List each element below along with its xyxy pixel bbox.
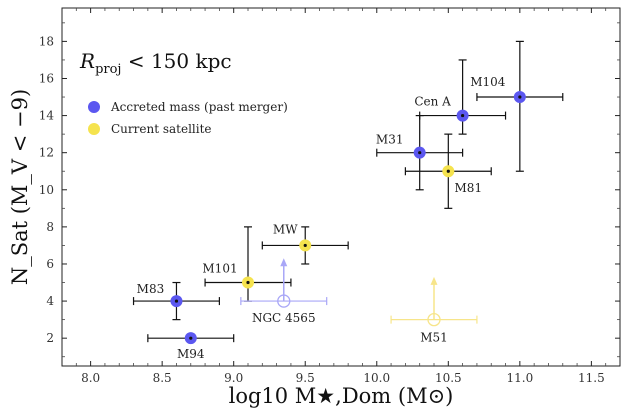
x-tick-label-4: 10.0 xyxy=(363,371,390,385)
x-tick-label-7: 11.5 xyxy=(578,371,605,385)
marker-center-m81 xyxy=(446,169,450,173)
point-m83 xyxy=(132,281,220,321)
marker-center-m104 xyxy=(518,95,522,99)
x-tick-label-6: 11.0 xyxy=(506,371,533,385)
point-m94 xyxy=(147,332,235,345)
point-label-cen-a: Cen A xyxy=(414,95,451,109)
points-group xyxy=(132,40,564,345)
x-tick-label-0: 8.0 xyxy=(81,371,100,385)
point-label-m94: M94 xyxy=(177,347,205,361)
axes-frame-group xyxy=(61,7,621,367)
x-tick-label-1: 8.5 xyxy=(153,371,172,385)
ticks-group: 8.0 8.5 9.0 9.5 10.0 10.5 11.0 11.5 2 4 6 8 10 12 14 16… xyxy=(39,8,620,385)
marker-center-cen-a xyxy=(461,113,465,118)
title-subscript: proj xyxy=(95,62,121,77)
point-m31 xyxy=(376,114,464,191)
marker-center-m101 xyxy=(246,280,250,285)
legend-label-current: Current satellite xyxy=(111,122,212,136)
arrowhead-ngc-4565 xyxy=(280,258,288,267)
point-m81 xyxy=(404,133,492,209)
point-cen-a xyxy=(419,59,507,135)
point-label-m83: M83 xyxy=(137,282,165,296)
y-tick-label-8: 18 xyxy=(39,34,54,48)
marker-m51 xyxy=(427,312,441,327)
x-axis-label: log10 M★,Dom (M⊙) xyxy=(229,384,454,408)
point-label-m31: M31 xyxy=(376,133,404,147)
chart-title: Rproj < 150 kpc xyxy=(79,49,232,77)
point-m51 xyxy=(390,276,478,327)
y-tick-label-6: 14 xyxy=(39,109,55,123)
point-labels-group: M94 M83 M101 MW NGC 4565 M51 M31 M81 Cen A M104 xyxy=(137,75,506,361)
legend: Accreted mass (past merger) Current sate… xyxy=(88,100,288,136)
marker-center-mw xyxy=(303,243,307,248)
point-m104 xyxy=(476,40,564,172)
y-tick-label-3: 8 xyxy=(46,220,54,234)
marker-center-m31 xyxy=(418,151,422,155)
y-tick-label-4: 10 xyxy=(39,183,54,197)
x-tick-label-3: 9.5 xyxy=(296,371,315,385)
y-tick-label-0: 2 xyxy=(46,331,54,345)
point-label-ngc-4565: NGC 4565 xyxy=(252,311,316,325)
marker-ngc-4565 xyxy=(277,294,291,308)
legend-label-accreted: Accreted mass (past merger) xyxy=(110,100,288,114)
point-label-m101: M101 xyxy=(202,262,237,276)
title-main: R xyxy=(79,49,95,73)
title-rest: < 150 kpc xyxy=(121,49,231,73)
y-tick-label-2: 6 xyxy=(46,257,54,271)
point-label-mw: MW xyxy=(273,222,298,236)
marker-center-m83 xyxy=(174,299,179,303)
y-tick-label-7: 16 xyxy=(39,71,54,85)
point-label-m51: M51 xyxy=(420,331,448,345)
x-tick-label-5: 10.5 xyxy=(435,371,462,385)
point-ngc-4565 xyxy=(240,258,328,308)
plot-frame xyxy=(61,7,621,367)
y-tick-label-1: 4 xyxy=(46,294,54,308)
point-label-m81: M81 xyxy=(455,181,483,195)
point-m101 xyxy=(204,226,292,302)
marker-center-m94 xyxy=(189,336,193,340)
y-axis-label: N_Sat (M_V < −9) xyxy=(8,89,32,285)
y-tick-label-5: 12 xyxy=(39,146,54,160)
point-label-m104: M104 xyxy=(470,75,506,89)
legend-marker-current xyxy=(88,123,100,135)
legend-marker-accreted xyxy=(88,101,100,113)
point-mw xyxy=(261,226,349,265)
x-tick-label-2: 9.0 xyxy=(224,371,243,385)
arrowhead-m51 xyxy=(430,276,438,285)
